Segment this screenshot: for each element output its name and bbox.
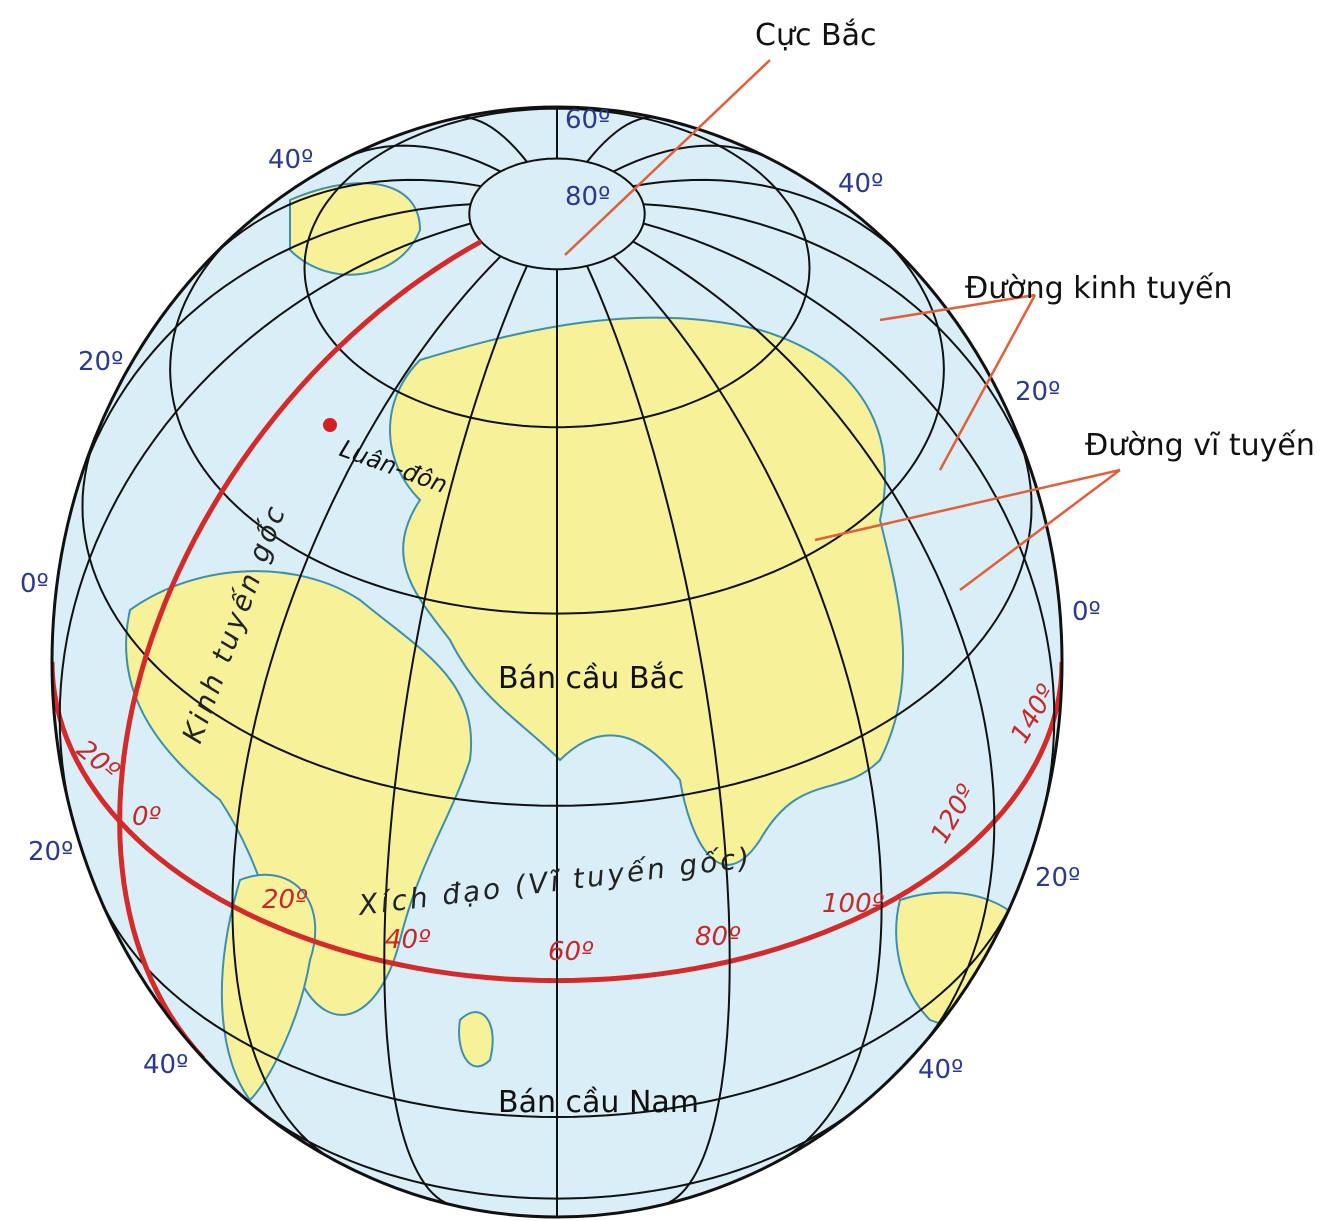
meridian bbox=[643, 222, 1056, 827]
prime-meridian-line bbox=[117, 239, 483, 1061]
globe-outline bbox=[50, 105, 1064, 1219]
north-pole-label: Cực Bắc bbox=[755, 18, 876, 53]
latitude-label: 40º bbox=[268, 145, 313, 175]
latitude-label: 0º bbox=[20, 569, 49, 599]
meridian bbox=[612, 255, 883, 1165]
latitude-label: 80º bbox=[565, 182, 610, 212]
longitude-label: 60º bbox=[548, 937, 594, 967]
parallel-label: Đường vĩ tuyến bbox=[1085, 428, 1315, 463]
leader-lines bbox=[564, 59, 1121, 591]
latitude-label: 40º bbox=[143, 1050, 188, 1080]
southern-hemisphere: Bán cầu Nam bbox=[498, 1085, 699, 1120]
longitude-label: 40º bbox=[385, 925, 431, 955]
meridian bbox=[612, 144, 775, 173]
latitude-label: 40º bbox=[918, 1055, 963, 1085]
latitude-label: 60º bbox=[565, 105, 610, 135]
graticule bbox=[52, 107, 1062, 1217]
meridian bbox=[632, 240, 996, 1060]
longitude-label: 80º bbox=[695, 922, 741, 952]
meridian bbox=[455, 116, 528, 163]
latitude-label: 20º bbox=[1015, 377, 1060, 407]
longitude-label: 0º bbox=[132, 802, 162, 832]
meridian-label: Đường kinh tuyến bbox=[965, 271, 1232, 306]
latitude-label: 20º bbox=[1035, 863, 1080, 893]
latitude-label: 40º bbox=[838, 169, 883, 199]
meridian bbox=[58, 222, 471, 827]
meridian bbox=[339, 144, 502, 173]
meridian bbox=[643, 203, 1041, 499]
latitude-label: 20º bbox=[28, 837, 73, 867]
latitude-label: 20º bbox=[78, 347, 123, 377]
meridian bbox=[586, 116, 659, 163]
meridian bbox=[632, 178, 912, 267]
london-dot bbox=[323, 418, 337, 432]
latitude-label: 0º bbox=[1072, 597, 1101, 627]
meridian bbox=[202, 178, 482, 267]
longitude-label: 20º bbox=[262, 885, 308, 915]
meridian bbox=[231, 255, 502, 1165]
longitude-label: 100º bbox=[822, 889, 885, 919]
meridian bbox=[586, 265, 731, 1206]
meridian bbox=[383, 265, 528, 1206]
northern-hemisphere: Bán cầu Bắc bbox=[498, 661, 684, 696]
meridian bbox=[73, 203, 471, 499]
